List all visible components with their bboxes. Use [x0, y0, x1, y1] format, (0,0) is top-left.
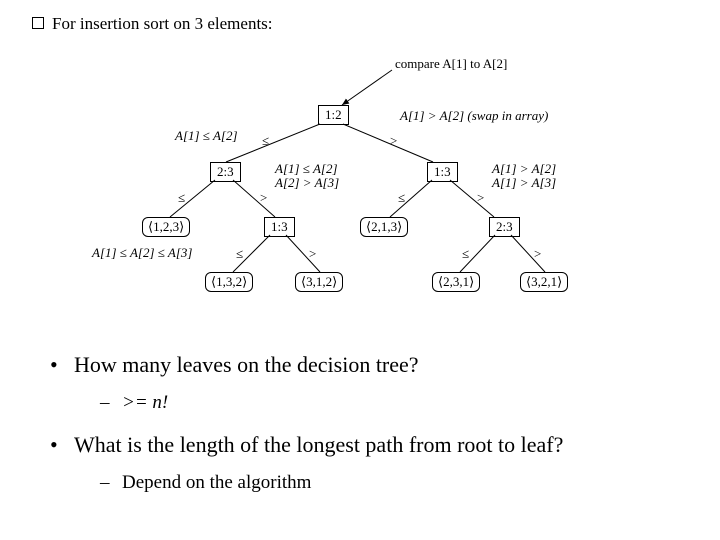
bullet-dot-icon-2: •: [50, 432, 74, 458]
bullet-q1: •How many leaves on the decision tree?: [50, 352, 419, 378]
edge-root-left: ≤: [262, 133, 269, 149]
q2-text: What is the length of the longest path f…: [74, 432, 563, 457]
edge-R-right: >: [477, 190, 484, 206]
edge-LR-left: ≤: [236, 246, 243, 262]
anno-L-right-1: A[1] ≤ A[2]: [275, 162, 339, 176]
bullet-dash-icon: –: [100, 392, 122, 414]
leaf-LL: ⟨1,2,3⟩: [142, 217, 190, 237]
anno-root-right-text: A[1] > A[2] (swap in array): [400, 108, 548, 123]
q1-text: How many leaves on the decision tree?: [74, 352, 419, 377]
anno-L-right: A[1] ≤ A[2] A[2] > A[3]: [275, 162, 339, 191]
leaf-RRR: ⟨3,2,1⟩: [520, 272, 568, 292]
edge-L-left: ≤: [178, 190, 185, 206]
leaf-LRR: ⟨3,1,2⟩: [295, 272, 343, 292]
leaf-RRL: ⟨2,3,1⟩: [432, 272, 480, 292]
node-root: 1:2: [318, 105, 349, 125]
anno-root-right: A[1] > A[2] (swap in array): [400, 108, 548, 124]
anno-root-left: A[1] ≤ A[2]: [175, 128, 238, 144]
bullet-a1: –>= n!: [100, 392, 168, 414]
edge-RR-right: >: [534, 246, 541, 262]
leaf-LRL: ⟨1,3,2⟩: [205, 272, 253, 292]
edge-root-right: >: [390, 133, 397, 149]
edge-RR-left: ≤: [462, 246, 469, 262]
anno-leaf-LL: A[1] ≤ A[2] ≤ A[3]: [92, 245, 192, 261]
anno-L-right-2: A[2] > A[3]: [275, 176, 339, 190]
edge-R-left: ≤: [398, 190, 405, 206]
bullet-dash-icon-2: –: [100, 472, 122, 494]
bullet-q2: •What is the length of the longest path …: [50, 432, 563, 458]
leaf-RL: ⟨2,1,3⟩: [360, 217, 408, 237]
edge-L-right: >: [260, 190, 267, 206]
node-RR: 2:3: [489, 217, 520, 237]
edge-LR-right: >: [309, 246, 316, 262]
node-LR: 1:3: [264, 217, 295, 237]
anno-R-right: A[1] > A[2] A[1] > A[3]: [492, 162, 556, 191]
node-L: 2:3: [210, 162, 241, 182]
tree-edges: [0, 0, 720, 360]
bullet-dot-icon: •: [50, 352, 74, 378]
anno-R-right-1: A[1] > A[2]: [492, 162, 556, 176]
a2-text: Depend on the algorithm: [122, 472, 311, 493]
node-R: 1:3: [427, 162, 458, 182]
bullet-a2: –Depend on the algorithm: [100, 472, 311, 494]
compare-label: compare A[1] to A[2]: [395, 56, 507, 72]
slide: For insertion sort on 3 elements: compar…: [0, 0, 720, 540]
a1-text: >= n!: [122, 392, 168, 413]
anno-R-right-2: A[1] > A[3]: [492, 176, 556, 190]
